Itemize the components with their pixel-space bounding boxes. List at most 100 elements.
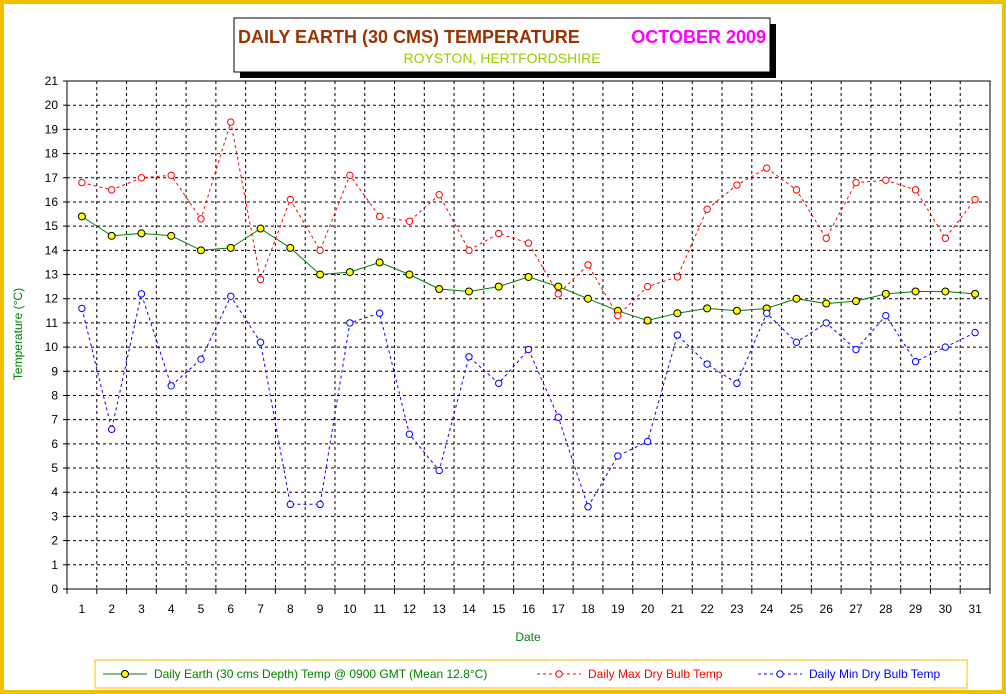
data-point-max	[227, 118, 235, 126]
data-point-min	[465, 353, 473, 361]
x-tick-label: 21	[671, 602, 685, 616]
data-point-max	[286, 195, 295, 204]
data-point-min	[227, 292, 235, 300]
data-point-earth	[971, 289, 980, 298]
chart-subtitle: ROYSTON, HERTFORDSHIRE	[403, 50, 600, 66]
x-tick-label: 20	[641, 602, 655, 616]
x-tick-label: 30	[939, 602, 953, 616]
x-tick-labels: 1 2 3 4 5 6 7 8 9 10 11 12 13 14 15 16 17 18 19 20 21 22 23 24 2…	[79, 602, 983, 616]
data-point-min	[554, 413, 562, 421]
data-point-min	[614, 452, 622, 460]
data-point-min	[703, 360, 711, 368]
data-point-min	[197, 355, 205, 363]
data-point-max	[524, 239, 533, 247]
chart-title-month: OCTOBER 2009	[631, 27, 766, 47]
y-tick-label: 10	[45, 340, 59, 354]
data-point-earth	[464, 287, 473, 296]
data-point-earth	[584, 294, 593, 303]
data-point-min	[316, 500, 324, 509]
title-box: DAILY EARTH (30 CMS) TEMPERATURE OCTOBER…	[233, 17, 776, 78]
data-point-min	[495, 379, 503, 388]
legend-swatch-marker	[776, 670, 784, 678]
data-point-earth	[316, 270, 325, 279]
x-tick-label: 2	[108, 602, 115, 616]
data-point-max	[643, 282, 652, 291]
data-point-min	[524, 345, 533, 354]
data-point-max	[792, 186, 801, 194]
data-point-max	[554, 290, 562, 298]
x-tick-label: 26	[820, 602, 834, 616]
x-tick-label: 25	[790, 602, 804, 616]
x-axis-label: Date	[515, 630, 541, 644]
y-tick-label: 13	[45, 268, 59, 282]
legend-swatch-marker	[121, 670, 129, 678]
data-point-earth	[673, 309, 682, 318]
y-tick-label: 4	[51, 485, 58, 499]
data-point-max	[971, 195, 979, 204]
data-point-earth	[405, 270, 414, 279]
x-tick-label: 1	[79, 602, 86, 616]
data-point-earth	[941, 287, 950, 296]
data-point-earth	[703, 304, 712, 313]
x-tick-label: 4	[168, 602, 175, 616]
data-point-max	[375, 212, 384, 221]
x-tick-label: 6	[227, 602, 234, 616]
data-point-max	[405, 217, 414, 226]
data-point-earth	[256, 224, 265, 233]
y-tick-label: 21	[45, 74, 59, 88]
data-point-min	[137, 290, 146, 298]
data-point-earth	[196, 246, 205, 255]
data-point-min	[256, 338, 265, 346]
data-point-earth	[435, 285, 444, 294]
data-point-max	[137, 174, 146, 182]
data-point-max	[465, 246, 473, 255]
data-point-min	[286, 500, 295, 509]
legend-label: Daily Min Dry Bulb Temp	[809, 667, 940, 681]
y-tick-label: 8	[51, 388, 58, 402]
x-tick-label: 9	[317, 602, 324, 616]
legend-swatch-marker	[555, 670, 563, 678]
data-point-max	[852, 178, 860, 187]
x-tick-label: 18	[581, 602, 595, 616]
title-box-frame	[233, 17, 771, 73]
data-point-min	[733, 379, 741, 388]
data-point-max	[197, 215, 205, 223]
y-tick-label: 18	[45, 147, 59, 161]
data-point-max	[882, 176, 890, 184]
x-tick-label: 12	[403, 602, 417, 616]
data-point-max	[346, 171, 354, 180]
data-point-max	[703, 205, 711, 213]
x-tick-label: 11	[373, 602, 386, 616]
data-point-earth	[792, 294, 801, 303]
data-point-max	[256, 275, 265, 284]
y-tick-label: 2	[51, 534, 58, 548]
data-point-min	[941, 343, 950, 351]
data-point-min	[822, 319, 830, 327]
y-tick-label: 0	[51, 582, 58, 596]
data-point-min	[673, 331, 682, 339]
data-point-min	[346, 319, 354, 327]
x-tick-label: 13	[432, 602, 446, 616]
data-point-min	[643, 437, 652, 446]
x-tick-label: 23	[730, 602, 744, 616]
y-tick-label: 7	[51, 413, 58, 427]
x-tick-label: 3	[138, 602, 145, 616]
x-tick-label: 7	[257, 602, 264, 616]
data-point-earth	[643, 316, 652, 325]
data-point-earth	[167, 231, 176, 240]
data-point-max	[733, 181, 741, 189]
legend-box	[94, 659, 968, 689]
x-tick-label: 16	[522, 602, 536, 616]
series-max	[78, 118, 979, 320]
x-tick-label: 28	[879, 602, 893, 616]
series-min	[78, 290, 979, 511]
data-point-earth	[286, 243, 295, 252]
data-point-max	[435, 190, 443, 199]
data-point-earth	[226, 243, 235, 252]
series-group	[77, 118, 980, 511]
data-point-earth	[77, 212, 86, 221]
y-tick-label: 5	[51, 461, 58, 475]
